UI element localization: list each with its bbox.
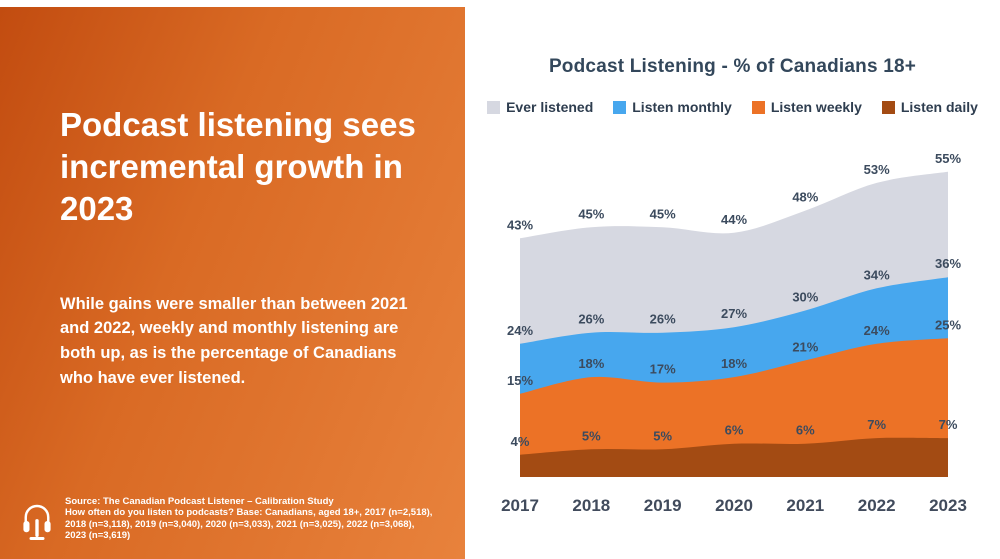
- data-label: 45%: [578, 206, 604, 221]
- x-axis-label: 2017: [501, 496, 539, 515]
- data-label: 17%: [650, 362, 676, 377]
- legend-item-listen-monthly: Listen monthly: [613, 99, 732, 115]
- source-line-2: How often do you listen to podcasts? Bas…: [65, 507, 433, 542]
- legend-label: Ever listened: [506, 99, 594, 115]
- data-label: 15%: [507, 373, 533, 388]
- left-panel: Podcast listening sees incremental growt…: [0, 0, 465, 559]
- source-block: Source: The Canadian Podcast Listener – …: [22, 496, 437, 547]
- x-axis-label: 2021: [786, 496, 824, 515]
- data-label: 4%: [511, 434, 530, 449]
- page-title: Podcast listening sees incremental growt…: [60, 106, 416, 227]
- source-line-1: Source: The Canadian Podcast Listener – …: [65, 496, 334, 507]
- data-label: 21%: [792, 339, 818, 354]
- legend-item-listen-weekly: Listen weekly: [751, 99, 862, 115]
- chart-panel: Podcast Listening - % of Canadians 18+ E…: [465, 0, 1000, 559]
- chart-legend: Ever listened Listen monthly Listen weekly…: [487, 99, 978, 115]
- data-label: 26%: [578, 312, 604, 327]
- data-label: 18%: [578, 356, 604, 371]
- data-label: 7%: [867, 417, 886, 432]
- legend-swatch: [881, 100, 895, 114]
- x-axis-label: 2020: [715, 496, 753, 515]
- x-axis-label: 2022: [858, 496, 896, 515]
- data-label: 27%: [721, 306, 747, 321]
- data-label: 34%: [864, 267, 890, 282]
- data-label: 24%: [507, 323, 533, 338]
- data-label: 24%: [864, 323, 890, 338]
- legend-label: Listen daily: [900, 99, 978, 115]
- x-axis-label: 2018: [572, 496, 610, 515]
- data-label: 43%: [507, 217, 533, 232]
- legend-swatch: [613, 100, 627, 114]
- data-label: 53%: [864, 162, 890, 177]
- orange-background: [0, 7, 465, 559]
- data-label: 55%: [935, 151, 961, 166]
- slide-body-text: While gains were smaller than between 20…: [60, 294, 408, 387]
- legend-item-ever-listened: Ever listened: [487, 99, 593, 115]
- data-label: 7%: [939, 417, 958, 432]
- legend-label: Listen monthly: [632, 99, 732, 115]
- headphones-icon: [22, 500, 52, 547]
- area-chart: 43% 45% 45% 44% 48% 53% 55% 24% 26% 26% 27% 30% 34% 3…: [501, 151, 967, 515]
- data-label: 36%: [935, 256, 961, 271]
- chart-title: Podcast Listening - % of Canadians 18+: [548, 56, 917, 77]
- data-label: 5%: [653, 428, 672, 443]
- legend-item-listen-daily: Listen daily: [881, 99, 978, 115]
- data-label: 25%: [935, 317, 961, 332]
- legend-swatch: [487, 100, 501, 114]
- x-axis-label: 2019: [644, 496, 682, 515]
- source-text: Source: The Canadian Podcast Listener – …: [65, 496, 437, 542]
- data-label: 5%: [582, 428, 601, 443]
- legend-swatch: [751, 100, 765, 114]
- data-label: 18%: [721, 356, 747, 371]
- data-label: 6%: [796, 423, 815, 438]
- chart-area: 43% 45% 45% 44% 48% 53% 55% 24% 26% 26% 27% 30% 34% 3…: [480, 119, 985, 524]
- data-label: 30%: [792, 290, 818, 305]
- data-label: 44%: [721, 212, 747, 227]
- data-label: 48%: [792, 190, 818, 205]
- legend-label: Listen weekly: [770, 99, 862, 115]
- data-label: 45%: [650, 206, 676, 221]
- left-content: Podcast listening sees incremental growt…: [0, 0, 465, 559]
- data-label: 6%: [725, 423, 744, 438]
- data-label: 26%: [650, 312, 676, 327]
- area-listen-daily: [520, 437, 948, 477]
- x-axis-label: 2023: [929, 496, 967, 515]
